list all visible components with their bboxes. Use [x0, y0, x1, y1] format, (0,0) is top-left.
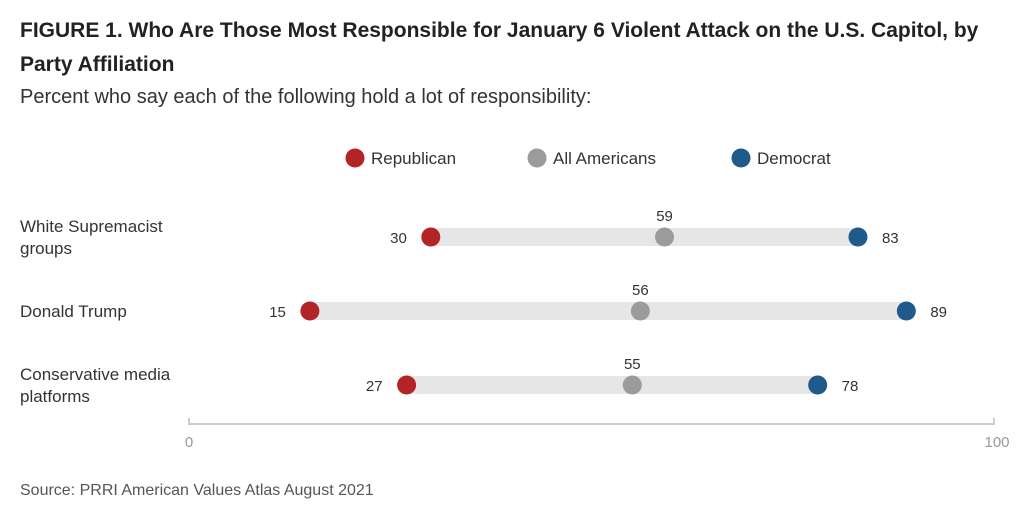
data-point-all_americans [655, 227, 675, 247]
data-point-all_americans [622, 375, 642, 395]
legend-marker-all_americans [527, 148, 547, 168]
legend-marker-democrat [731, 148, 751, 168]
data-label-republican: 15 [269, 304, 286, 321]
legend-label-democrat: Democrat [757, 149, 831, 168]
source-note: Source: PRRI American Values Atlas Augus… [20, 482, 374, 499]
data-point-democrat [896, 301, 916, 321]
x-tick-label: 0 [185, 434, 193, 451]
range-bar [309, 302, 907, 320]
chart-subtitle: Percent who say each of the following ho… [20, 86, 592, 108]
data-point-republican [300, 301, 320, 321]
category-label: White Supremacist [20, 217, 163, 236]
range-bar [430, 228, 858, 246]
category-label: Donald Trump [20, 302, 127, 321]
data-point-all_americans [630, 301, 650, 321]
legend-marker-republican [345, 148, 365, 168]
data-label-republican: 27 [366, 378, 383, 395]
legend-label-all_americans: All Americans [553, 149, 656, 168]
data-point-republican [421, 227, 441, 247]
legend-label-republican: Republican [371, 149, 456, 168]
data-label-all_americans: 59 [656, 208, 673, 225]
x-tick-label: 100 [984, 434, 1009, 451]
data-label-all_americans: 56 [632, 282, 649, 299]
data-label-republican: 30 [390, 230, 407, 247]
category-label: Conservative media [20, 365, 171, 384]
data-point-democrat [848, 227, 868, 247]
range-bar [406, 376, 818, 394]
chart-title: FIGURE 1. Who Are Those Most Responsible… [20, 19, 979, 76]
data-label-democrat: 83 [882, 230, 899, 247]
data-label-all_americans: 55 [624, 356, 641, 373]
data-label-democrat: 78 [842, 378, 859, 395]
category-label: platforms [20, 387, 90, 406]
category-label: groups [20, 239, 72, 258]
data-label-democrat: 89 [930, 304, 947, 321]
data-point-democrat [808, 375, 828, 395]
data-point-republican [397, 375, 417, 395]
